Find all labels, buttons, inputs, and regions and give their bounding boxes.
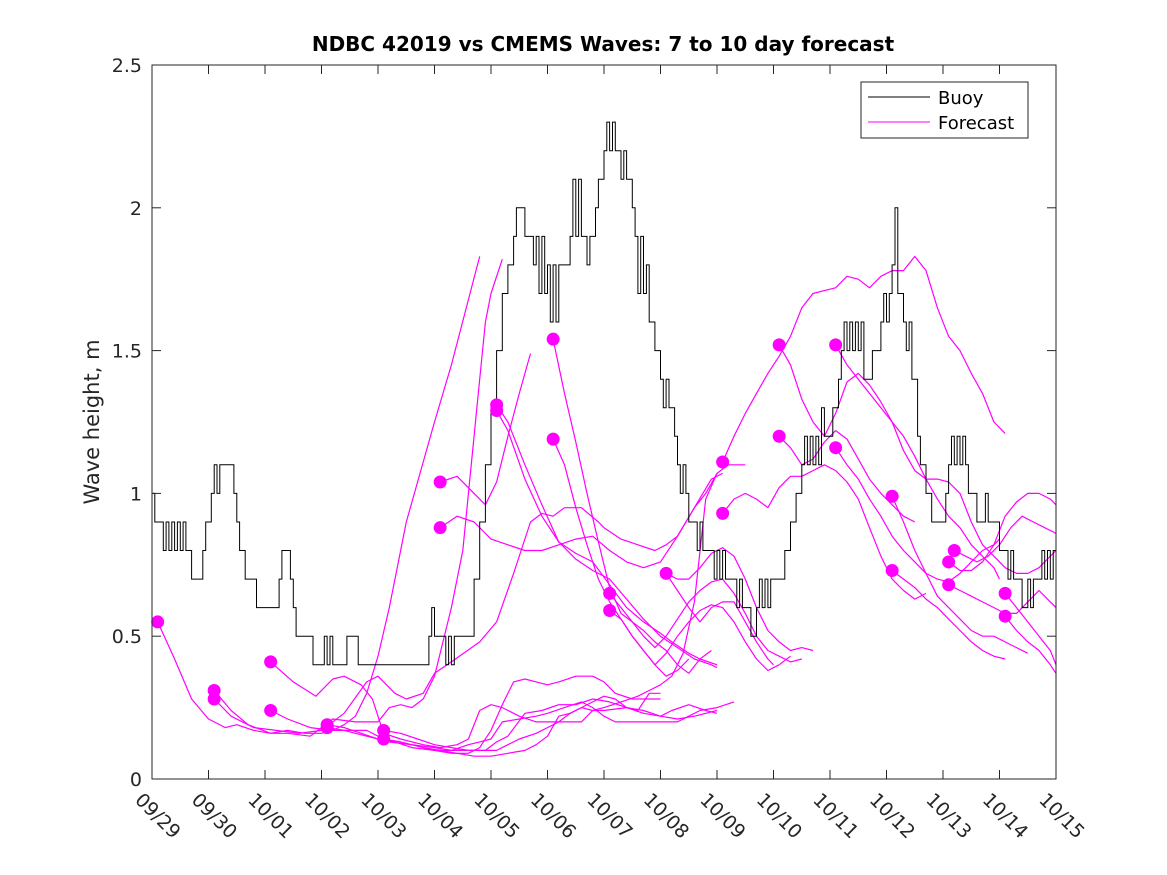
- forecast-markers: [151, 332, 1012, 746]
- forecast-start-marker: [716, 506, 730, 520]
- forecast-start-marker: [320, 721, 334, 735]
- chart-title: NDBC 42019 vs CMEMS Waves: 7 to 10 day f…: [312, 32, 895, 56]
- forecast-line: [383, 706, 718, 757]
- y-tick-label: 1.5: [112, 341, 142, 363]
- forecast-start-marker: [603, 586, 617, 600]
- axes-background: [152, 65, 1056, 779]
- forecast-line: [778, 344, 1057, 575]
- forecast-line: [213, 259, 503, 737]
- forecast-start-marker: [264, 655, 278, 669]
- y-tick-label: 2.5: [112, 55, 142, 77]
- forecast-line: [327, 675, 661, 754]
- forecast-start-marker: [546, 332, 560, 346]
- forecast-line: [835, 344, 1001, 580]
- forecast-line: [722, 255, 1006, 463]
- forecast-start-marker: [998, 586, 1012, 600]
- forecast-line: [835, 447, 1000, 583]
- y-tick-label: 0.5: [112, 626, 142, 648]
- forecast-start-marker: [942, 578, 956, 592]
- forecast-line: [157, 256, 481, 734]
- forecast-line: [665, 573, 774, 666]
- legend: Buoy Forecast: [860, 81, 1029, 139]
- y-axis-label: Wave height, m: [80, 339, 104, 504]
- forecast-start-marker: [829, 338, 843, 352]
- legend-box: [860, 81, 1029, 139]
- forecast-start-marker: [433, 521, 447, 535]
- forecast-start-marker: [151, 615, 165, 629]
- forecast-start-marker: [716, 455, 730, 469]
- forecast-line: [722, 464, 927, 600]
- buoy-line-group: [152, 121, 1056, 666]
- forecast-start-marker: [433, 475, 447, 489]
- forecast-start-marker: [772, 429, 786, 443]
- forecast-start-marker: [264, 703, 278, 717]
- forecast-line: [609, 604, 791, 672]
- forecast-start-marker: [885, 564, 899, 578]
- forecast-start-marker: [207, 692, 221, 706]
- forecast-line: [496, 410, 718, 669]
- forecast-start-marker: [377, 732, 391, 746]
- y-tick-label: 1: [130, 483, 142, 505]
- forecast-line: [439, 353, 532, 506]
- y-tick-label: 2: [130, 198, 142, 220]
- forecast-line: [954, 515, 1057, 563]
- forecast-line: [270, 464, 746, 749]
- forecast-line: [270, 701, 735, 752]
- buoy-line: [152, 121, 1056, 666]
- forecast-start-marker: [947, 544, 961, 558]
- y-tick-label: 0: [130, 769, 142, 791]
- forecast-start-marker: [659, 566, 673, 580]
- forecast-start-marker: [772, 338, 786, 352]
- forecast-start-marker: [885, 489, 899, 503]
- plot-area: 09/29 09/30 10/01 10/02 10/03 10/04 10/05 10/06…: [112, 55, 1089, 843]
- forecast-line: [383, 698, 718, 752]
- forecast-line: [665, 547, 814, 652]
- forecast-line: [496, 404, 718, 666]
- legend-label-buoy: Buoy: [938, 88, 984, 109]
- forecast-start-marker: [490, 404, 504, 418]
- forecast-start-marker: [603, 603, 617, 617]
- y-axis-ticks: 0 0.5 1 1.5 2 2.5: [112, 55, 1056, 791]
- forecast-line: [609, 578, 802, 663]
- forecast-line: [891, 496, 1029, 654]
- forecast-line: [891, 570, 1006, 660]
- forecast-line: [326, 692, 661, 752]
- forecast-start-marker: [829, 441, 843, 455]
- forecast-start-marker: [998, 609, 1012, 623]
- forecast-lines: [157, 255, 1057, 757]
- forecast-line: [948, 492, 1057, 572]
- forecast-start-marker: [546, 432, 560, 446]
- legend-label-forecast: Forecast: [938, 113, 1014, 134]
- forecast-line: [1004, 615, 1057, 674]
- forecast-line: [1004, 593, 1057, 666]
- forecast-start-marker: [942, 555, 956, 569]
